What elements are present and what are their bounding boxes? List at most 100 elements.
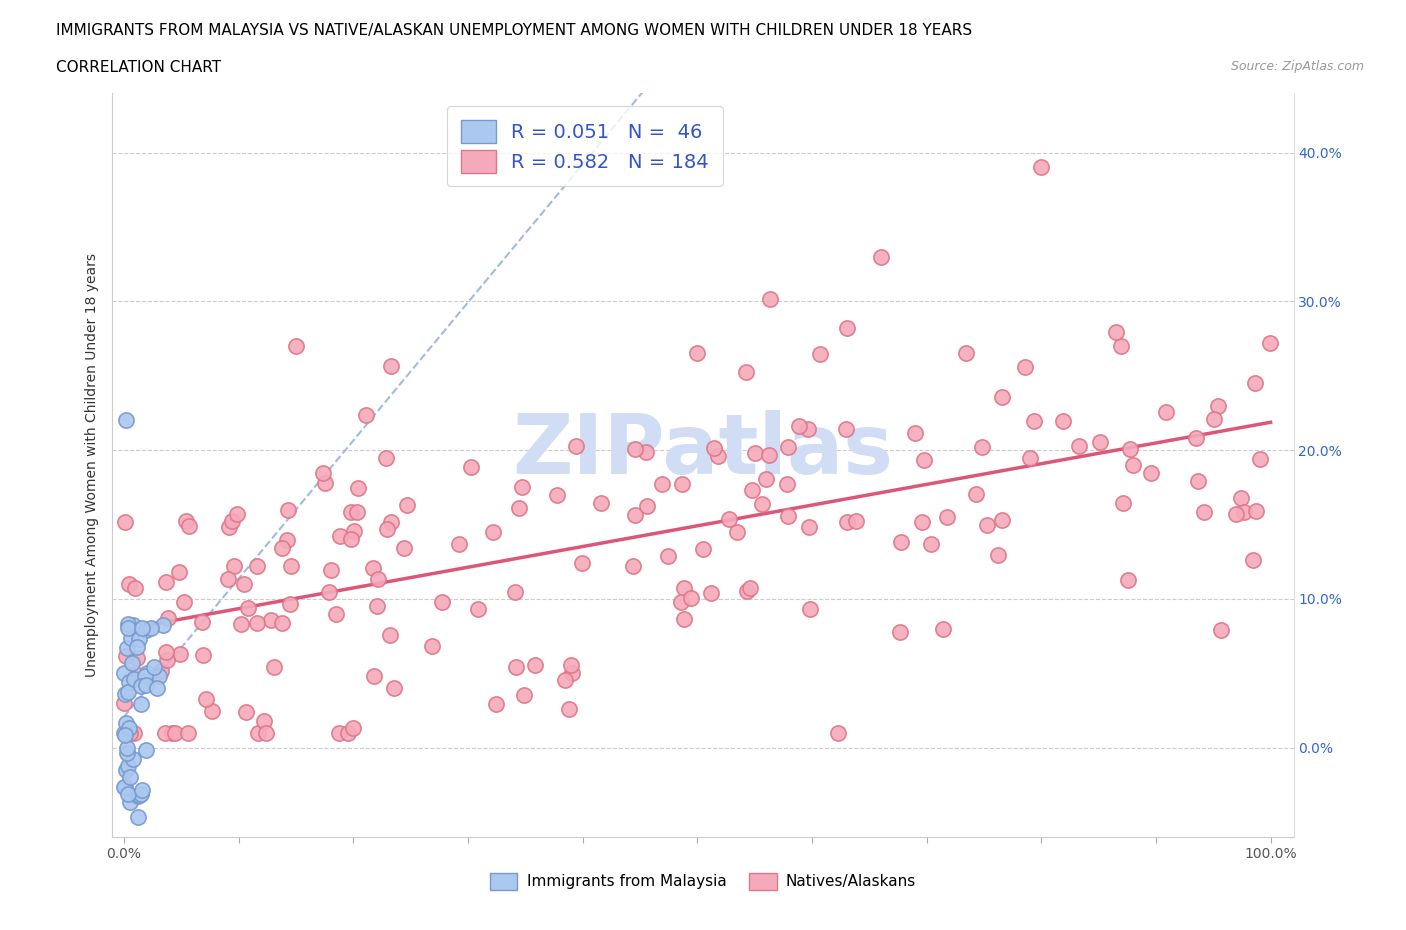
Point (965, 486, 987, 501)
Point (117, 620, 139, 635)
Point (380, 514, 402, 529)
Point (384, 681, 406, 696)
Point (1019, 451, 1042, 466)
Point (889, 624, 911, 639)
Point (127, 789, 149, 804)
Point (505, 585, 527, 600)
Point (672, 612, 695, 627)
Point (799, 602, 821, 617)
Point (125, 650, 148, 665)
Point (738, 580, 761, 595)
Point (636, 498, 658, 513)
Y-axis label: Unemployment Among Women with Children Under 18 years: Unemployment Among Women with Children U… (86, 253, 100, 677)
Point (835, 422, 858, 437)
Point (758, 447, 780, 462)
Point (253, 713, 276, 728)
Point (328, 725, 350, 740)
Point (346, 504, 368, 519)
Point (827, 725, 849, 740)
Point (561, 666, 583, 681)
Point (114, 648, 136, 663)
Point (160, 725, 183, 740)
Point (263, 659, 285, 674)
Point (513, 687, 536, 702)
Point (117, 617, 139, 631)
Point (280, 559, 302, 574)
Point (339, 505, 361, 520)
Point (314, 476, 336, 491)
Point (221, 513, 243, 528)
Point (356, 408, 378, 423)
Point (174, 513, 197, 528)
Point (505, 660, 527, 675)
Point (150, 663, 173, 678)
Point (271, 616, 294, 631)
Point (1111, 339, 1133, 353)
Point (124, 580, 146, 595)
Point (270, 540, 292, 555)
Point (325, 606, 347, 621)
Point (546, 487, 568, 502)
Point (235, 704, 257, 719)
Point (318, 584, 340, 599)
Point (165, 725, 187, 740)
Point (380, 358, 402, 373)
Point (340, 532, 363, 547)
Point (346, 480, 368, 495)
Point (636, 445, 658, 459)
Point (422, 639, 444, 654)
Point (169, 646, 191, 661)
Point (276, 532, 298, 547)
Point (1206, 399, 1229, 414)
Point (217, 572, 239, 587)
Point (669, 594, 692, 609)
Point (117, 759, 139, 774)
Point (467, 602, 489, 617)
Point (129, 787, 152, 802)
Point (118, 725, 141, 740)
Point (976, 518, 998, 533)
Point (374, 451, 396, 466)
Point (120, 795, 142, 810)
Point (789, 418, 811, 433)
Text: Source: ZipAtlas.com: Source: ZipAtlas.com (1230, 60, 1364, 73)
Point (155, 575, 177, 590)
Point (117, 674, 139, 689)
Point (128, 631, 150, 646)
Point (112, 666, 135, 681)
Point (935, 510, 957, 525)
Point (117, 741, 139, 756)
Point (284, 339, 307, 353)
Point (173, 595, 195, 610)
Point (564, 438, 586, 453)
Point (117, 684, 139, 699)
Point (1112, 496, 1135, 511)
Point (1116, 572, 1139, 587)
Text: ZIPatlas: ZIPatlas (513, 409, 893, 491)
Point (114, 413, 136, 428)
Point (869, 249, 891, 264)
Point (621, 559, 644, 574)
Point (225, 507, 247, 522)
Point (131, 782, 153, 797)
Point (1244, 376, 1267, 391)
Point (177, 725, 200, 740)
Point (1052, 414, 1074, 429)
Point (1122, 458, 1144, 472)
Point (114, 686, 136, 701)
Point (987, 548, 1010, 563)
Point (143, 659, 166, 674)
Point (751, 497, 773, 512)
Point (510, 480, 533, 495)
Point (735, 365, 758, 380)
Point (1258, 336, 1281, 351)
Point (799, 520, 821, 535)
Point (131, 620, 153, 635)
Point (134, 669, 156, 684)
Point (135, 677, 157, 692)
Point (523, 658, 546, 672)
Point (460, 459, 482, 474)
Point (236, 601, 259, 616)
Point (232, 577, 254, 591)
Point (342, 721, 364, 736)
